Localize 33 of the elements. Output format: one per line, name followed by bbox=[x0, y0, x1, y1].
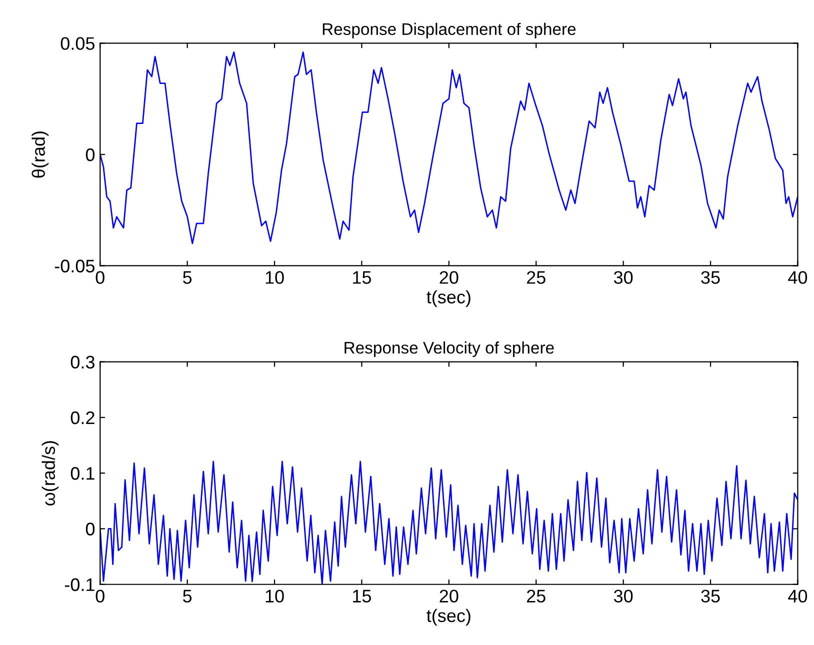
chart-title: Response Displacement of sphere bbox=[322, 22, 576, 38]
chart-title: Response Velocity of sphere bbox=[344, 341, 554, 357]
x-tick-label: 20 bbox=[440, 590, 458, 602]
x-axis-title: t(sec) bbox=[426, 290, 470, 308]
line-series bbox=[100, 51, 798, 244]
x-tick-label: 35 bbox=[701, 590, 720, 602]
x-tick-label: 15 bbox=[353, 271, 372, 284]
y-tick-label: 0.05 bbox=[60, 37, 95, 50]
x-tick-label: 30 bbox=[614, 271, 633, 284]
x-tick-label: 25 bbox=[526, 271, 546, 284]
y-tick-label: 0.1 bbox=[70, 467, 94, 480]
x-tick-label: 5 bbox=[183, 590, 192, 602]
y-axis-title: θ(rad) bbox=[32, 132, 49, 178]
x-tick-label: 10 bbox=[266, 271, 284, 284]
x-axis-title: t(sec) bbox=[426, 608, 470, 626]
y-tick-label: 0 bbox=[86, 522, 95, 536]
x-tick-label: 40 bbox=[788, 590, 808, 602]
y-tick-label: -0.05 bbox=[54, 260, 95, 272]
y-axis-title: ω(rad/s) bbox=[42, 441, 59, 506]
x-tick-label: 0 bbox=[96, 271, 104, 284]
x-tick-label: 40 bbox=[788, 271, 808, 284]
y-tick-label: 0.3 bbox=[70, 356, 94, 369]
x-tick-label: 30 bbox=[614, 590, 633, 602]
x-tick-label: 25 bbox=[526, 590, 546, 602]
x-tick-label: 15 bbox=[353, 590, 372, 602]
y-tick-label: -0.1 bbox=[64, 578, 94, 592]
y-tick-label: 0.2 bbox=[70, 411, 94, 424]
y-tick-label: 0 bbox=[86, 148, 95, 162]
x-tick-label: 20 bbox=[440, 271, 458, 284]
x-tick-label: 35 bbox=[701, 271, 720, 284]
x-tick-label: 10 bbox=[266, 590, 284, 602]
x-tick-label: 5 bbox=[183, 271, 192, 284]
x-tick-label: 0 bbox=[96, 590, 104, 602]
